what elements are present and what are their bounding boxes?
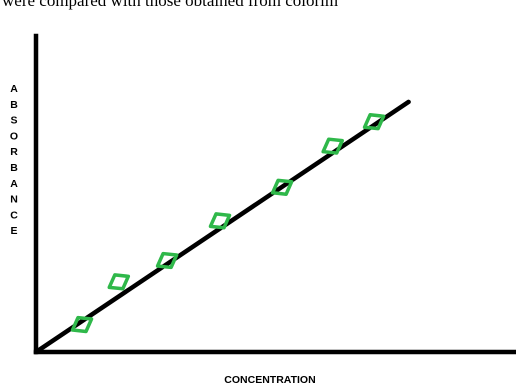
y-axis-label-letter: A <box>10 178 18 190</box>
header-text: were compared with those obtained from c… <box>2 0 339 10</box>
y-axis-label-letter: R <box>10 146 18 158</box>
data-point <box>155 251 179 270</box>
data-point <box>362 113 386 131</box>
data-point <box>208 212 232 230</box>
y-axis-label-letter: N <box>10 194 18 206</box>
data-point <box>321 137 344 155</box>
x-axis-label: CONCENTRATION <box>224 374 315 384</box>
data-point <box>270 178 294 196</box>
y-axis-label-letter: B <box>10 99 18 111</box>
chart-axes <box>33 33 516 355</box>
y-axis-label-letter: O <box>10 130 18 142</box>
y-axis-label-letter: C <box>10 209 18 221</box>
data-point <box>70 315 94 334</box>
y-axis-label-letter: S <box>10 115 17 127</box>
y-axis-label-letter: A <box>10 83 18 95</box>
data-point <box>107 273 131 291</box>
data-points <box>70 113 386 334</box>
y-axis-label-letter: E <box>10 225 17 237</box>
y-axis-label-letter: B <box>10 162 18 174</box>
